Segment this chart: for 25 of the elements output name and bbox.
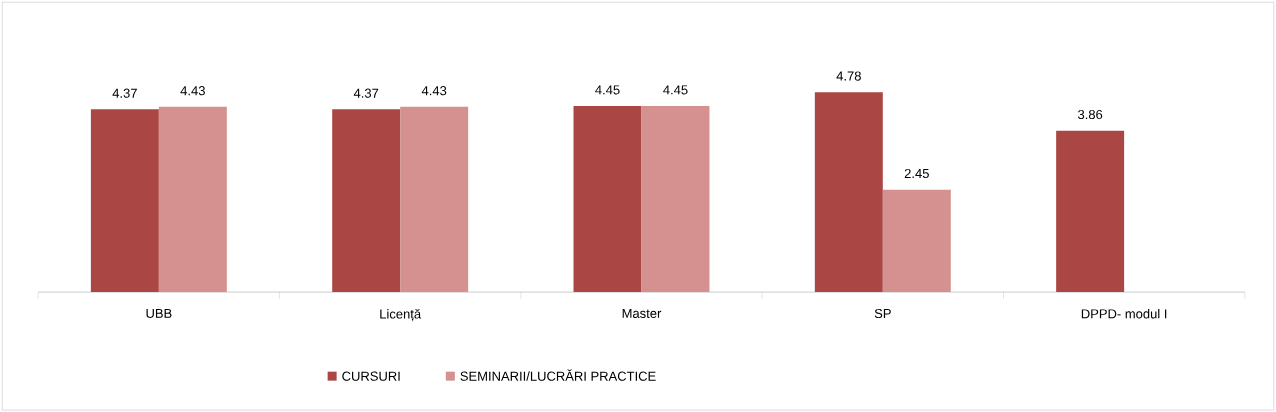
bar (814, 92, 883, 292)
data-label: 4.37 (112, 88, 137, 98)
bar (90, 109, 159, 292)
x-tick-label: Master (622, 308, 662, 318)
data-label: 4.45 (595, 85, 620, 95)
data-label: 4.37 (353, 88, 379, 98)
data-label: 3.86 (1077, 109, 1103, 119)
bar (882, 189, 951, 292)
legend-label: CURSURI (342, 371, 400, 381)
x-tick-label: Licență (380, 308, 422, 322)
x-tick-label: SP (874, 308, 891, 318)
data-label: 4.43 (180, 85, 205, 96)
bar (573, 105, 642, 292)
data-label: 2.45 (904, 168, 929, 178)
bar (332, 109, 401, 292)
bar (1056, 130, 1125, 292)
bar (158, 106, 227, 292)
x-tick-label: DPPD- modul I (1081, 308, 1167, 319)
bar (641, 105, 710, 292)
x-tick-label: UBB (146, 308, 172, 318)
data-label: 4.43 (421, 85, 447, 96)
data-label: 4.45 (663, 85, 688, 95)
bar (400, 106, 469, 292)
legend-label: SEMINARII/LUCRĂRI PRACTICE (460, 369, 656, 381)
data-label: 4.78 (836, 71, 861, 81)
